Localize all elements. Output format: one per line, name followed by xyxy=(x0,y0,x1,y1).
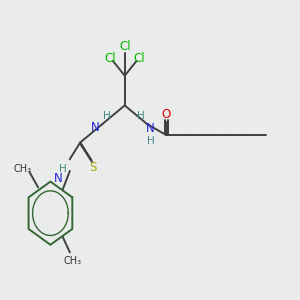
Text: H: H xyxy=(103,111,111,121)
Text: Cl: Cl xyxy=(134,52,146,65)
Text: Cl: Cl xyxy=(104,52,116,65)
Text: H: H xyxy=(147,136,154,146)
Text: N: N xyxy=(91,121,100,134)
Text: CH₃: CH₃ xyxy=(63,256,81,266)
Text: H: H xyxy=(137,111,145,121)
Text: Cl: Cl xyxy=(119,40,130,53)
Text: N: N xyxy=(146,122,155,135)
Text: O: O xyxy=(162,108,171,121)
Text: N: N xyxy=(54,172,63,185)
Text: H: H xyxy=(59,164,67,174)
Text: CH₃: CH₃ xyxy=(14,164,32,174)
Text: S: S xyxy=(89,161,96,174)
